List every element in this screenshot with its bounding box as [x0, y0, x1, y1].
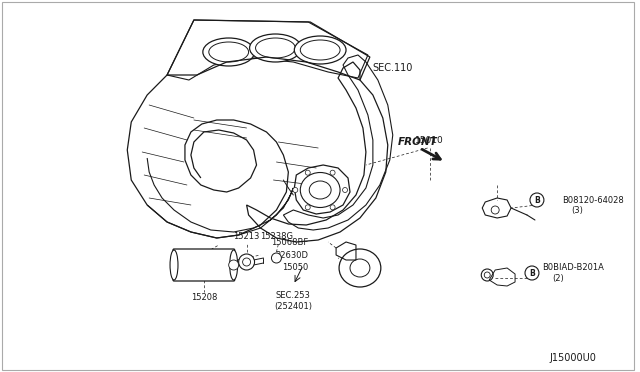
Circle shape: [342, 187, 348, 192]
Circle shape: [330, 205, 335, 210]
FancyBboxPatch shape: [173, 249, 235, 281]
Circle shape: [271, 253, 282, 263]
Ellipse shape: [309, 181, 331, 199]
Circle shape: [228, 260, 239, 270]
Text: FRONT: FRONT: [397, 137, 438, 147]
Text: (2): (2): [552, 273, 564, 282]
Text: 22630D: 22630D: [275, 250, 308, 260]
Circle shape: [525, 266, 539, 280]
Ellipse shape: [294, 36, 346, 64]
Text: B0BIAD-B201A: B0BIAD-B201A: [542, 263, 604, 273]
Text: 15068BF: 15068BF: [271, 237, 308, 247]
Ellipse shape: [255, 38, 295, 58]
Text: SEC.253: SEC.253: [276, 291, 311, 299]
Circle shape: [484, 272, 490, 278]
Circle shape: [530, 193, 544, 207]
Ellipse shape: [209, 42, 248, 62]
Circle shape: [239, 254, 255, 270]
Text: SEC.110: SEC.110: [372, 63, 413, 73]
Text: 15238G: 15238G: [260, 231, 293, 241]
Ellipse shape: [170, 250, 178, 280]
Ellipse shape: [339, 249, 381, 287]
Text: (3): (3): [572, 205, 584, 215]
Text: B: B: [529, 269, 535, 278]
Ellipse shape: [203, 38, 255, 66]
Circle shape: [481, 269, 493, 281]
Text: 15208: 15208: [191, 294, 217, 302]
Ellipse shape: [230, 250, 237, 280]
Circle shape: [305, 205, 310, 210]
Circle shape: [305, 170, 310, 175]
Circle shape: [492, 206, 499, 214]
Ellipse shape: [350, 259, 370, 277]
Circle shape: [243, 258, 251, 266]
Text: 15213: 15213: [234, 231, 260, 241]
Text: J15000U0: J15000U0: [550, 353, 596, 363]
Text: (252401): (252401): [275, 302, 312, 311]
Text: 15010: 15010: [415, 135, 444, 144]
Ellipse shape: [300, 40, 340, 60]
Circle shape: [330, 170, 335, 175]
Ellipse shape: [300, 173, 340, 208]
Ellipse shape: [250, 34, 301, 62]
Text: 15050: 15050: [282, 263, 308, 273]
Text: B08120-64028: B08120-64028: [562, 196, 623, 205]
Text: B: B: [534, 196, 540, 205]
Circle shape: [293, 187, 298, 192]
